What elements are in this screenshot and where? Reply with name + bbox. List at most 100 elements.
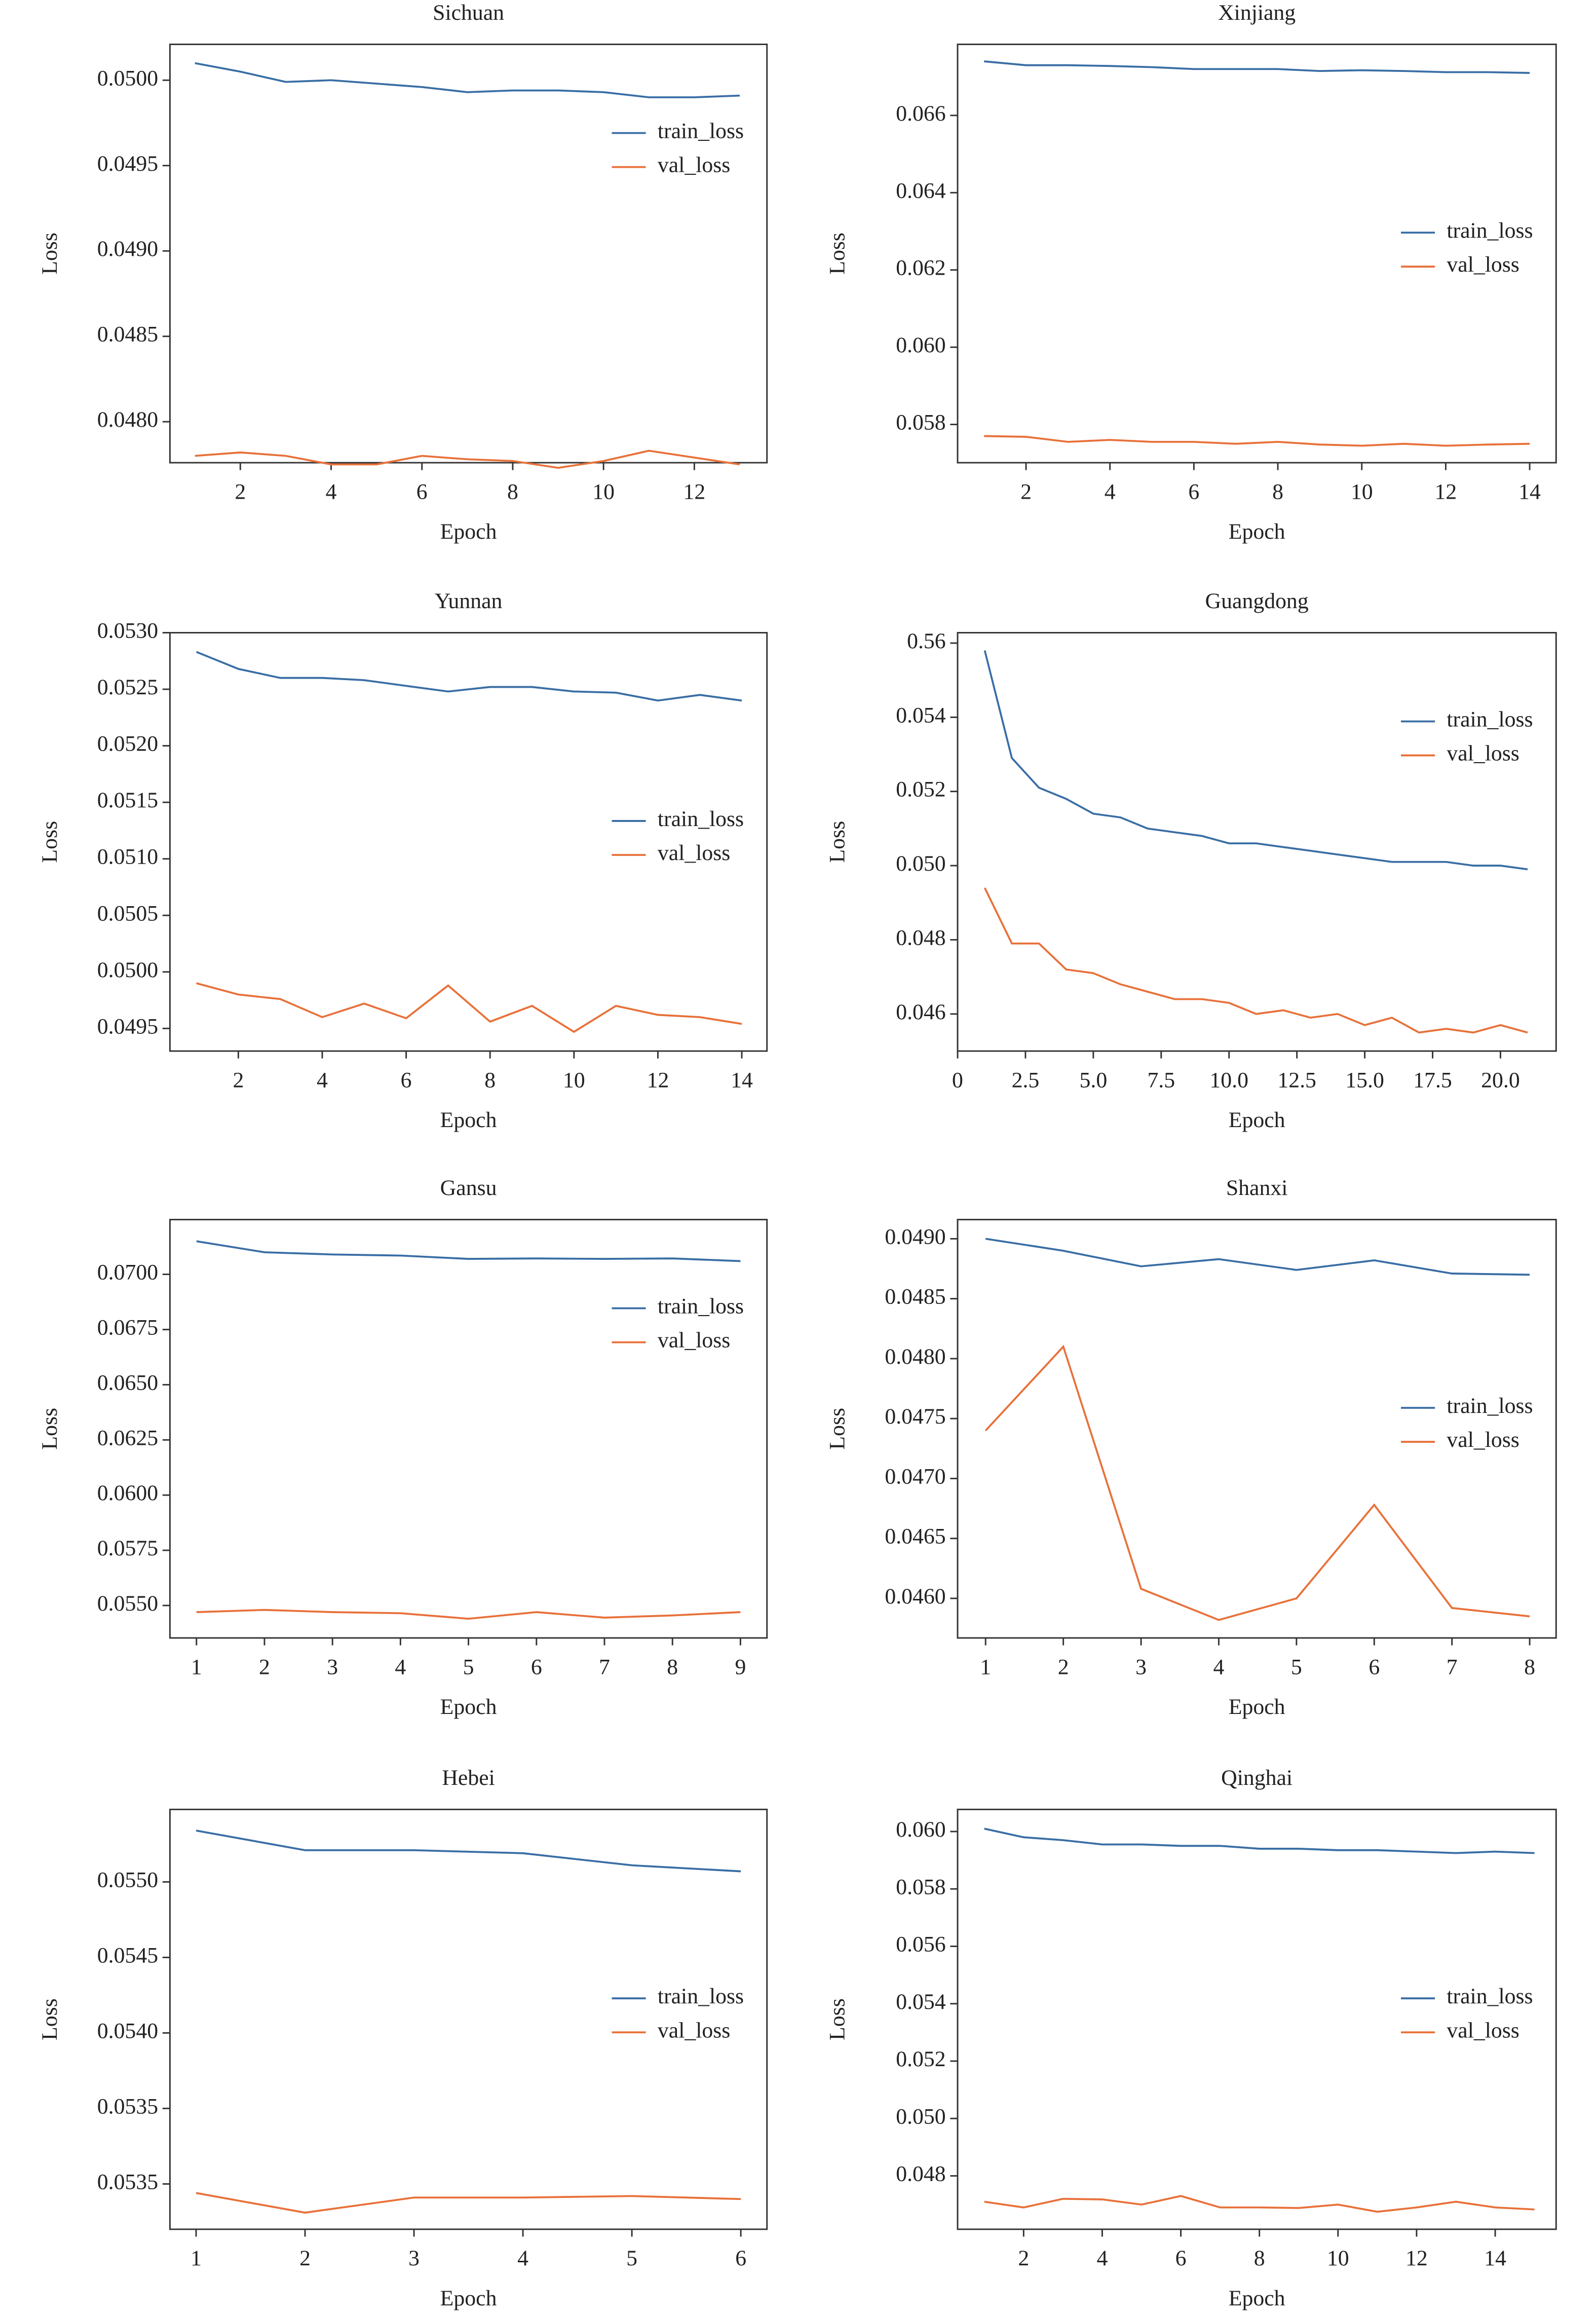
x-axis-label: Epoch bbox=[440, 2286, 497, 2310]
y-tick-label: 0.056 bbox=[896, 1932, 945, 1957]
legend-label: train_loss bbox=[658, 1294, 744, 1319]
y-tick-label: 0.0490 bbox=[885, 1224, 945, 1249]
x-tick-label: 10 bbox=[1351, 479, 1373, 504]
x-tick-label: 5 bbox=[626, 2246, 637, 2270]
y-tick-label: 0.0465 bbox=[885, 1524, 945, 1549]
x-tick-label: 15.0 bbox=[1345, 1068, 1384, 1092]
y-axis-label: Loss bbox=[825, 1408, 850, 1450]
legend-label: val_loss bbox=[658, 153, 730, 177]
y-axis-label: Loss bbox=[37, 1998, 62, 2040]
y-tick-label: 0.0535 bbox=[97, 2094, 158, 2118]
plot-frame bbox=[169, 44, 768, 464]
x-tick-label: 3 bbox=[327, 1655, 338, 1679]
y-tick-label: 0.058 bbox=[896, 1875, 945, 1899]
x-tick-label: 12 bbox=[683, 479, 706, 504]
chart-title: Qinghai bbox=[1221, 1766, 1293, 1790]
y-tick-label: 0.046 bbox=[896, 1000, 945, 1024]
x-tick-label: 2 bbox=[259, 1655, 270, 1679]
x-tick-label: 6 bbox=[735, 2246, 746, 2270]
x-tick-label: 9 bbox=[735, 1655, 746, 1679]
y-tick-label: 0.0460 bbox=[885, 1584, 945, 1609]
y-axis-label: Loss bbox=[825, 233, 850, 275]
y-tick-label: 0.054 bbox=[896, 703, 946, 727]
legend-label: val_loss bbox=[1447, 252, 1519, 277]
y-tick-label: 0.058 bbox=[896, 410, 945, 435]
x-tick-label: 2 bbox=[235, 479, 246, 504]
y-tick-label: 0.0550 bbox=[97, 1868, 158, 1892]
y-tick-label: 0.048 bbox=[896, 925, 945, 950]
x-tick-label: 12 bbox=[1435, 479, 1457, 504]
y-tick-label: 0.0530 bbox=[97, 619, 158, 643]
legend-label: val_loss bbox=[1447, 2018, 1519, 2042]
legend-label: val_loss bbox=[658, 2018, 730, 2042]
legend-label: train_loss bbox=[658, 807, 744, 831]
x-tick-label: 7 bbox=[1447, 1655, 1458, 1679]
y-tick-label: 0.060 bbox=[896, 1817, 945, 1842]
x-tick-label: 1 bbox=[191, 2246, 202, 2270]
y-tick-label: 0.0500 bbox=[97, 66, 158, 90]
plot-frame bbox=[957, 1808, 1557, 2230]
x-tick-label: 7.5 bbox=[1147, 1068, 1175, 1092]
y-tick-label: 0.0600 bbox=[97, 1481, 158, 1505]
series-line bbox=[983, 887, 1528, 1034]
legend-label: train_loss bbox=[1447, 1984, 1533, 2008]
y-tick-label: 0.0575 bbox=[97, 1536, 158, 1560]
y-tick-label: 0.048 bbox=[896, 2162, 945, 2186]
x-axis-label: Epoch bbox=[1229, 1108, 1285, 1132]
y-tick-label: 0.062 bbox=[896, 256, 945, 280]
y-tick-label: 0.0520 bbox=[97, 732, 158, 756]
y-tick-label: 0.066 bbox=[896, 101, 945, 126]
x-tick-label: 6 bbox=[1175, 2246, 1187, 2270]
x-tick-label: 14 bbox=[1484, 2246, 1506, 2270]
plot-frame bbox=[957, 632, 1557, 1052]
chart-title: Guangdong bbox=[1205, 589, 1309, 613]
y-tick-label: 0.0490 bbox=[97, 237, 158, 261]
x-tick-label: 2 bbox=[1020, 479, 1032, 504]
series-line bbox=[196, 651, 742, 702]
y-tick-label: 0.0625 bbox=[97, 1426, 158, 1450]
x-tick-label: 6 bbox=[1369, 1655, 1380, 1679]
x-tick-label: 12 bbox=[1405, 2246, 1428, 2270]
x-axis-label: Epoch bbox=[440, 1695, 497, 1719]
plot-frame bbox=[169, 1808, 768, 2230]
legend-label: train_loss bbox=[658, 1984, 744, 2008]
y-tick-label: 0.0550 bbox=[97, 1591, 158, 1616]
x-tick-label: 10 bbox=[563, 1068, 585, 1092]
y-tick-label: 0.0475 bbox=[885, 1404, 945, 1429]
y-tick-label: 0.0495 bbox=[97, 1014, 158, 1038]
legend-label: train_loss bbox=[1447, 1394, 1533, 1418]
x-tick-label: 2 bbox=[233, 1068, 244, 1092]
series-line bbox=[984, 435, 1530, 447]
x-tick-label: 14 bbox=[1518, 479, 1541, 504]
x-tick-label: 4 bbox=[517, 2246, 528, 2270]
chart-title: Shanxi bbox=[1226, 1176, 1288, 1200]
y-tick-label: 0.0700 bbox=[97, 1260, 158, 1285]
x-tick-label: 10 bbox=[592, 479, 615, 504]
series-line bbox=[195, 450, 740, 469]
x-tick-label: 0 bbox=[952, 1068, 963, 1092]
x-tick-label: 8 bbox=[1272, 479, 1283, 504]
x-tick-label: 2 bbox=[1018, 2246, 1029, 2270]
x-tick-label: 5.0 bbox=[1080, 1068, 1108, 1092]
y-tick-label: 0.0495 bbox=[97, 152, 158, 176]
y-axis-label: Loss bbox=[37, 233, 62, 275]
legend-label: val_loss bbox=[1447, 741, 1519, 766]
x-tick-label: 8 bbox=[1524, 1655, 1535, 1679]
y-tick-label: 0.050 bbox=[896, 851, 945, 876]
legend-label: val_loss bbox=[1447, 1428, 1519, 1452]
plot-frame bbox=[169, 1219, 768, 1639]
series-line bbox=[196, 1240, 741, 1262]
x-tick-label: 6 bbox=[416, 479, 428, 504]
x-tick-label: 2.5 bbox=[1012, 1068, 1040, 1092]
series-line bbox=[985, 1238, 1530, 1276]
y-tick-label: 0.064 bbox=[896, 178, 946, 203]
x-tick-label: 14 bbox=[731, 1068, 753, 1092]
legend-label: train_loss bbox=[658, 119, 744, 143]
legend-label: train_loss bbox=[1447, 218, 1533, 243]
y-tick-label: 0.56 bbox=[907, 629, 946, 653]
y-tick-label: 0.0535 bbox=[97, 2170, 158, 2194]
y-tick-label: 0.0650 bbox=[97, 1370, 158, 1395]
x-tick-label: 7 bbox=[599, 1655, 610, 1679]
legend-label: val_loss bbox=[658, 1328, 730, 1353]
x-tick-label: 12.5 bbox=[1277, 1068, 1316, 1092]
